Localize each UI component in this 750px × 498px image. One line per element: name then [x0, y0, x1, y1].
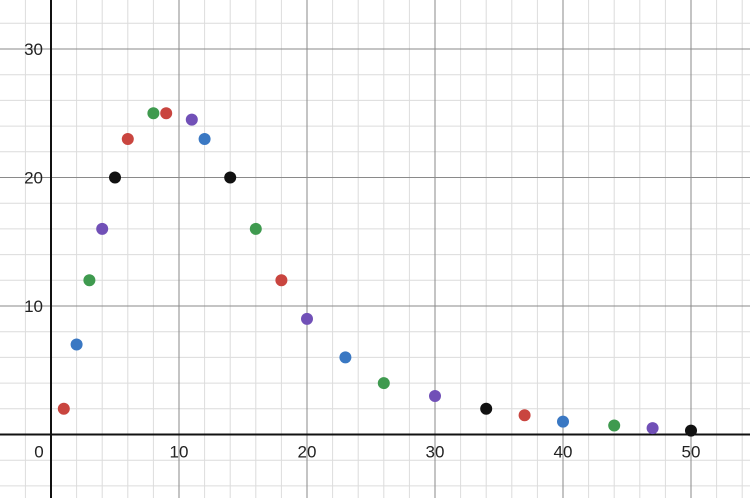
x-tick-label: 10	[170, 443, 189, 462]
data-point	[147, 107, 160, 120]
data-point	[301, 312, 313, 325]
origin-label: 0	[34, 443, 43, 462]
data-points	[57, 107, 697, 437]
y-tick-label: 10	[24, 297, 43, 316]
data-point	[275, 274, 288, 287]
data-point	[685, 424, 697, 437]
data-point	[518, 409, 531, 422]
data-point	[57, 402, 70, 415]
tick-labels: 10 20 30 40 50 10 20 30	[24, 40, 700, 462]
data-point	[83, 274, 96, 287]
data-point	[480, 402, 493, 415]
x-tick-label: 30	[426, 443, 445, 462]
data-point	[646, 422, 659, 435]
x-tick-label: 20	[298, 443, 317, 462]
data-point	[185, 113, 198, 126]
data-point	[198, 132, 211, 145]
data-point	[377, 377, 390, 390]
y-tick-label: 20	[24, 169, 43, 188]
data-point	[339, 351, 352, 364]
data-point	[96, 222, 109, 235]
data-point	[557, 415, 569, 428]
data-point	[121, 132, 134, 145]
x-tick-label: 50	[682, 443, 701, 462]
data-point	[429, 389, 441, 402]
data-point	[109, 171, 121, 184]
data-point	[608, 419, 621, 432]
data-point	[160, 107, 173, 120]
data-point	[224, 171, 237, 184]
data-point	[70, 338, 83, 351]
y-tick-label: 30	[24, 40, 43, 59]
x-tick-label: 40	[554, 443, 573, 462]
data-point	[249, 222, 262, 235]
